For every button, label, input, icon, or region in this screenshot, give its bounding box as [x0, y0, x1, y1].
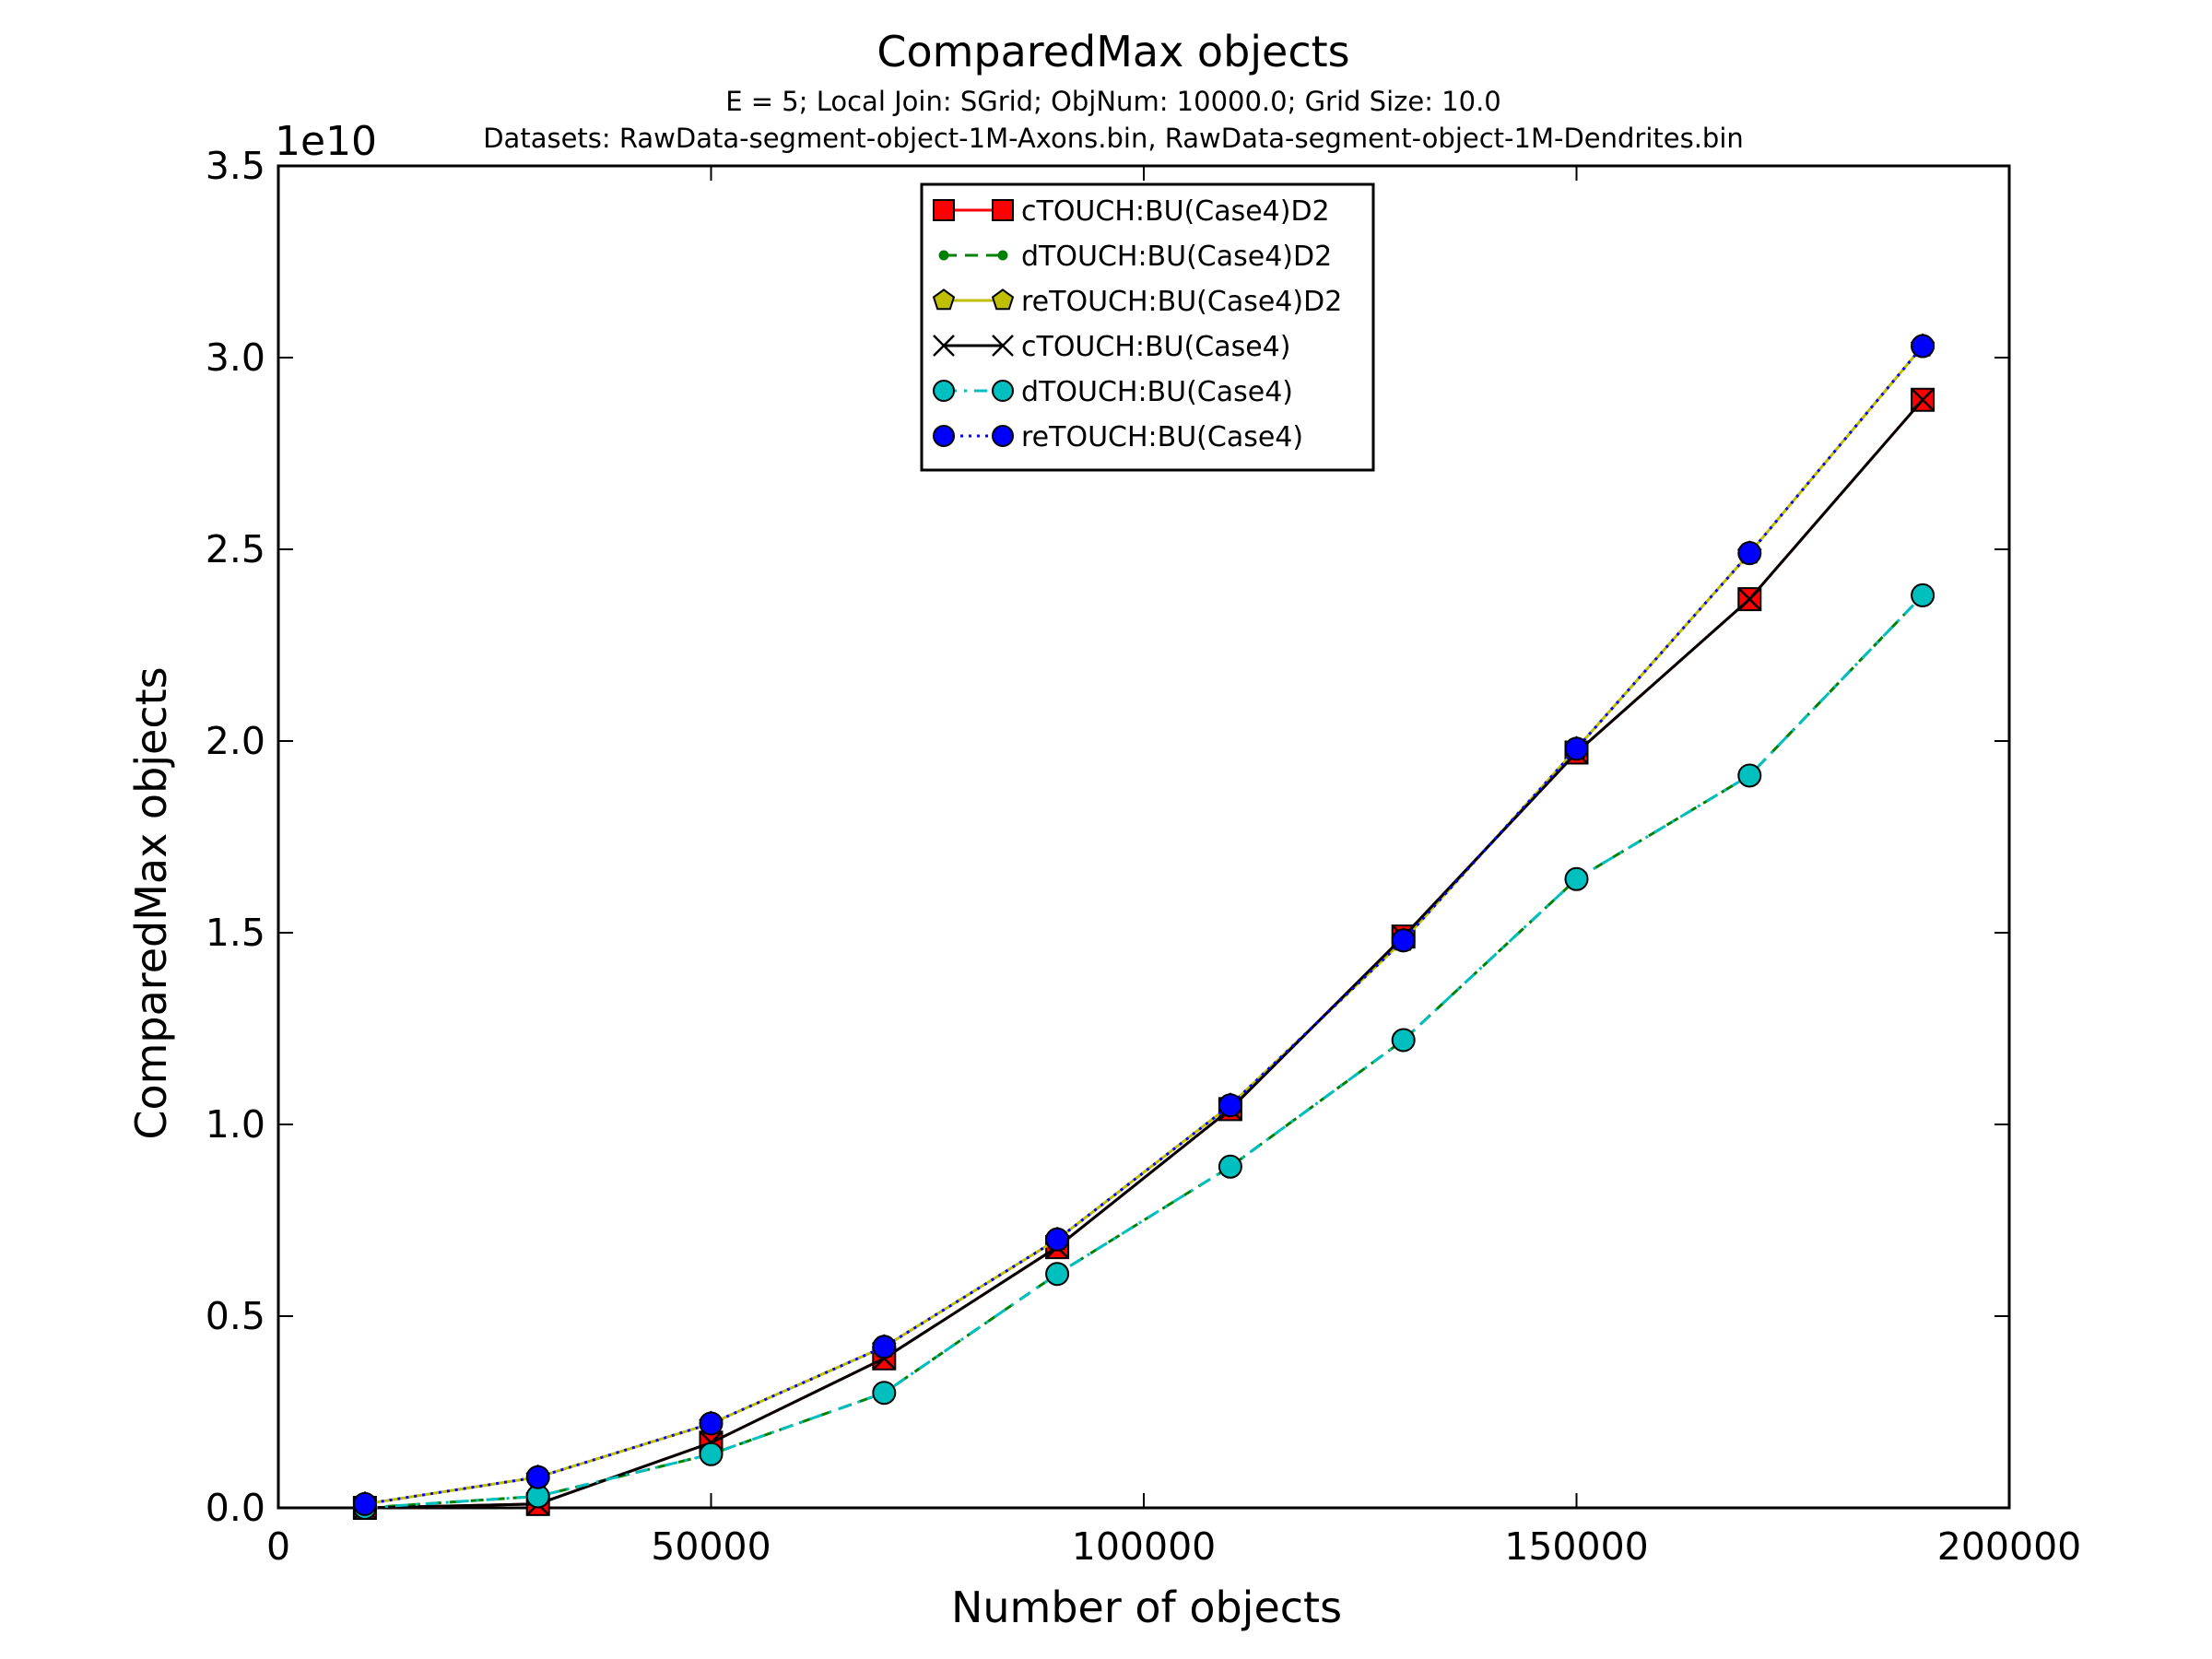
legend-marker: [932, 288, 956, 311]
x-tick-label: 150000: [1504, 1524, 1649, 1569]
series-line: [364, 594, 1924, 1510]
series-2: [359, 590, 1929, 1513]
x-tick-label: 100000: [1072, 1524, 1217, 1569]
chart-title: ComparedMax objects: [877, 27, 1349, 76]
series-3: [352, 333, 1936, 1514]
x-marker-stroke: [933, 335, 955, 357]
legend-marker: [933, 335, 955, 357]
axes-layer: 0 50000 100000 150000 200000 0.0 0.5 1.0 1.5 2.0 2…: [206, 144, 2081, 1569]
y-axis-offset-label: 1e10: [275, 118, 377, 165]
series-line: [364, 398, 1924, 1510]
chart-subtitle-line-1: E = 5; Local Join: SGrid; ObjNum: 10000.…: [725, 86, 1501, 117]
data-point: [1218, 1093, 1242, 1118]
legend-label: dTOUCH:BU(Case4)D2: [1021, 241, 1332, 273]
x-axis-label: Number of objects: [951, 1583, 1342, 1632]
data-point: [699, 1411, 724, 1436]
legend-entry: cTOUCH:BU(Case4)D2: [933, 195, 1330, 228]
legend-label: cTOUCH:BU(Case4)D2: [1021, 195, 1330, 228]
legend-entry: reTOUCH:BU(Case4): [933, 421, 1303, 453]
data-point: [1391, 1028, 1416, 1053]
data-point: [1911, 334, 1936, 359]
y-tick-label: 0.0: [206, 1486, 265, 1530]
data-point: [1911, 387, 1935, 412]
series-line: [364, 594, 1924, 1510]
data-point: [1737, 587, 1762, 611]
data-point: [1045, 1262, 1070, 1287]
x-tick-label: 200000: [1937, 1524, 2082, 1569]
legend-label: cTOUCH:BU(Case4): [1021, 331, 1290, 363]
legend-marker: [992, 425, 1014, 447]
series-1: [352, 387, 1936, 1520]
data-point: [1911, 582, 1936, 607]
x-tick-label: 50000: [651, 1524, 771, 1569]
legend-marker: [938, 250, 949, 261]
legend-marker: [933, 199, 955, 221]
series-line: [364, 398, 1924, 1510]
legend-marker: [992, 380, 1014, 402]
series-line: [364, 345, 1924, 1506]
legend-entry: reTOUCH:BU(Case4)D2: [932, 286, 1342, 318]
legend-box: [920, 182, 1375, 472]
data-point: [1391, 928, 1416, 953]
series-line: [364, 345, 1924, 1506]
data-point: [1564, 866, 1589, 891]
y-tick-label: 2.5: [206, 527, 265, 571]
data-point: [699, 1441, 724, 1466]
legend-entry: dTOUCH:BU(Case4): [933, 376, 1293, 408]
y-tick-label: 2.0: [206, 719, 265, 763]
legend-label: reTOUCH:BU(Case4)D2: [1021, 286, 1342, 318]
x-marker-stroke: [1737, 587, 1762, 611]
legend-label: dTOUCH:BU(Case4): [1021, 376, 1293, 408]
series-4: [353, 387, 1935, 1520]
data-point: [1045, 1227, 1070, 1252]
legend-entry: dTOUCH:BU(Case4)D2: [938, 241, 1332, 273]
data-point: [352, 1491, 377, 1516]
y-tick-label: 3.5: [206, 144, 265, 188]
y-tick-label: 0.5: [206, 1294, 265, 1338]
x-marker-stroke: [1911, 387, 1935, 412]
data-point: [872, 1335, 897, 1359]
y-tick-label: 1.0: [206, 1102, 265, 1147]
legend-marker: [992, 335, 1014, 357]
legend-label: reTOUCH:BU(Case4): [1021, 421, 1303, 453]
data-point: [1218, 1154, 1242, 1179]
series-6: [352, 334, 1936, 1516]
data-point: [1737, 541, 1762, 566]
data-point: [1564, 736, 1589, 761]
series-5: [352, 582, 1936, 1520]
chart-subtitle-line-2: Datasets: RawData-segment-object-1M-Axon…: [483, 123, 1744, 154]
legend-entry: cTOUCH:BU(Case4): [933, 331, 1290, 363]
y-axis-label: ComparedMax objects: [126, 666, 176, 1139]
series-layer: [352, 333, 1936, 1520]
legend-marker: [933, 425, 955, 447]
x-tick-label: 0: [266, 1524, 290, 1569]
data-point: [1737, 763, 1762, 788]
legend-marker: [933, 380, 955, 402]
data-point: [525, 1465, 550, 1489]
data-point: [872, 1381, 897, 1406]
y-tick-label: 1.5: [206, 911, 265, 955]
x-marker-stroke: [992, 335, 1014, 357]
legend-marker: [992, 199, 1014, 221]
legend-marker: [991, 288, 1015, 311]
y-tick-label: 3.0: [206, 335, 265, 380]
legend-marker: [997, 250, 1008, 261]
legend: cTOUCH:BU(Case4)D2 dTOUCH:BU(Case4)D2 reTO…: [920, 182, 1375, 472]
